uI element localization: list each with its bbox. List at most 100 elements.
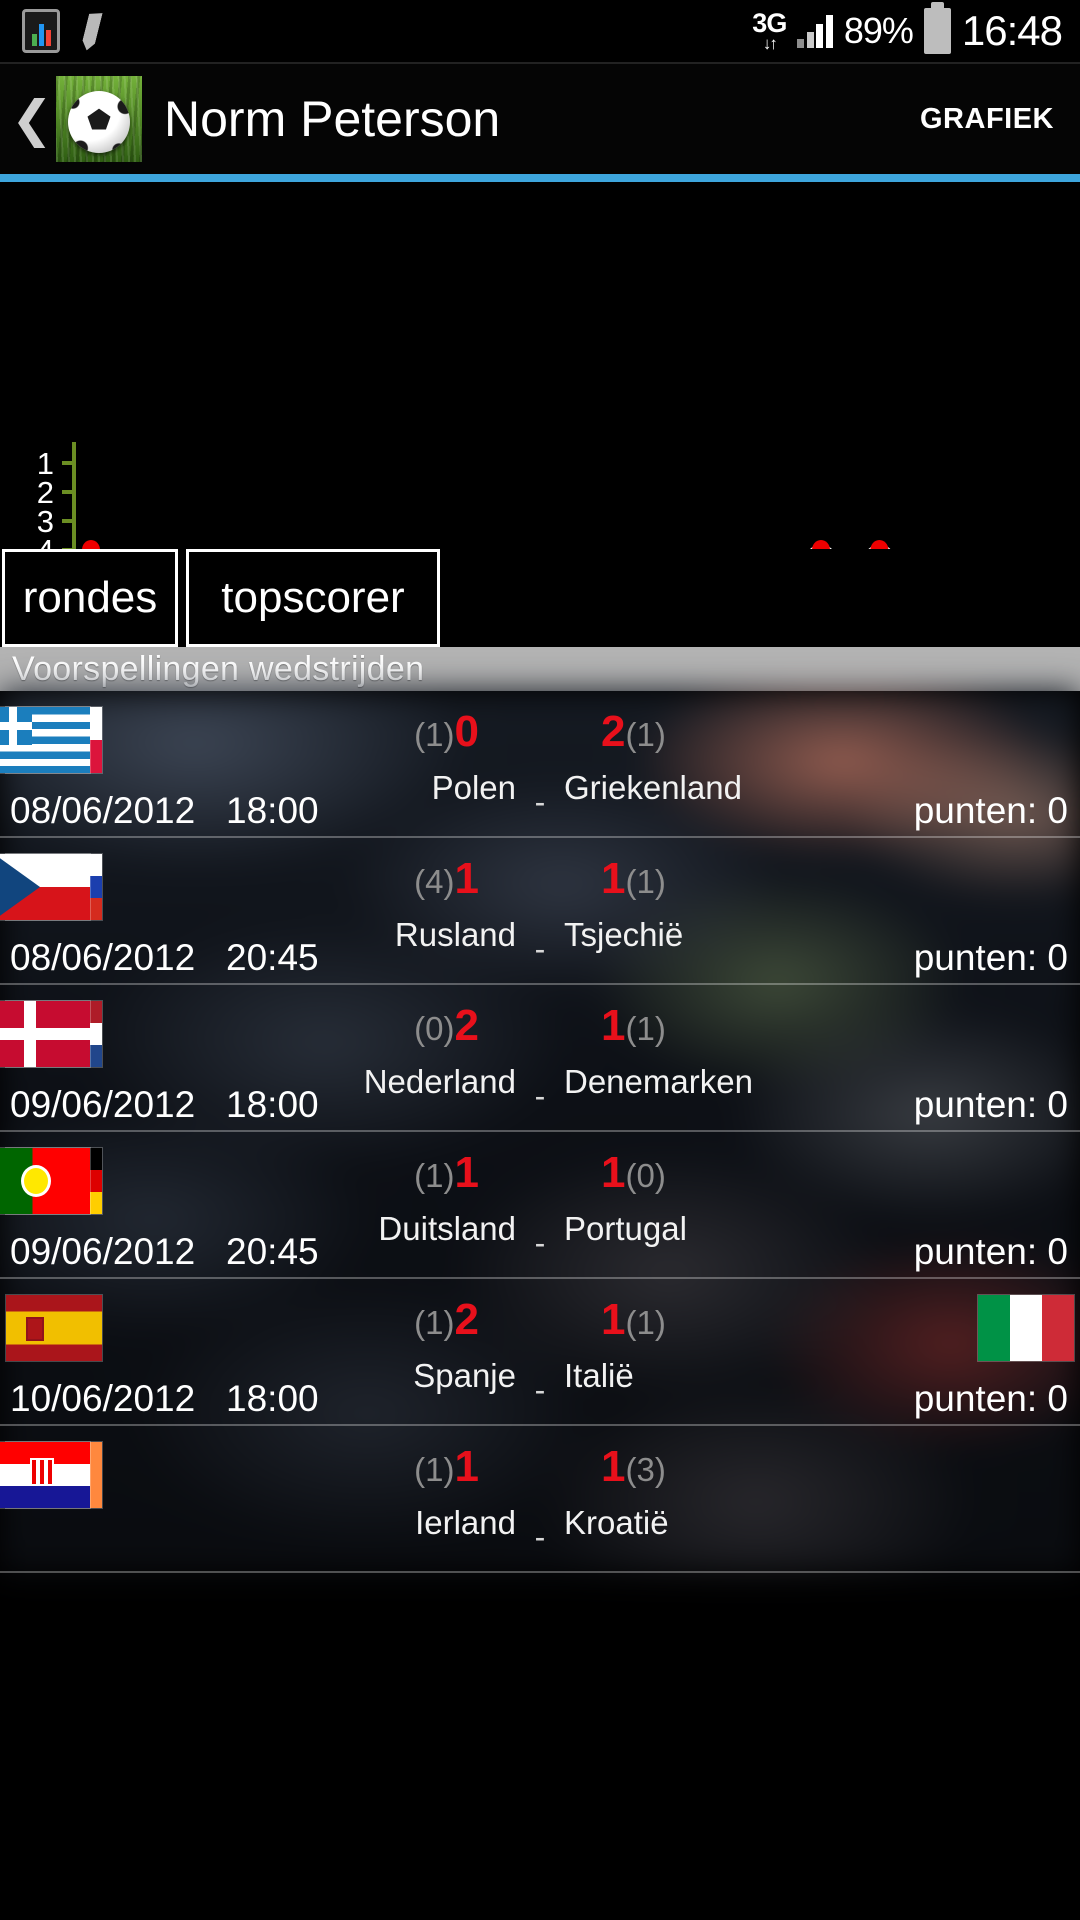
team-names: Ierland - Kroatië <box>0 1504 1080 1555</box>
score-separator: - <box>534 1077 546 1114</box>
team-names: Spanje - Italië <box>0 1357 1080 1408</box>
match-date: 08/06/2012 <box>10 937 196 978</box>
away-prediction: (0) <box>625 1157 666 1194</box>
score-separator: - <box>534 930 546 967</box>
home-team-name: Polen <box>431 769 516 806</box>
y-axis-tick-label: 4 <box>37 533 54 549</box>
chart-data-point <box>870 540 889 549</box>
home-score-group: (4) 1 <box>414 854 479 904</box>
away-score-group: 1 (1) <box>601 1295 666 1345</box>
match-row[interactable]: (4) 1 1 (1) Rusland - Tsjechië 08/06/201… <box>0 838 1080 985</box>
flag-italy <box>978 1295 1074 1361</box>
away-team-name: Denemarken <box>564 1063 753 1100</box>
home-prediction: (1) <box>414 1157 455 1194</box>
flag-czech-republic <box>0 854 90 920</box>
team-names: Nederland - Denemarken <box>0 1063 1080 1114</box>
match-datetime: 09/06/2012 18:00 <box>10 1084 319 1126</box>
tab-topscorer[interactable]: topscorer <box>186 549 440 647</box>
battery-icon <box>923 2 951 54</box>
tab-rondes[interactable]: rondes <box>2 549 178 647</box>
home-score-group: (1) 2 <box>414 1295 479 1345</box>
score-separator: - <box>534 1224 546 1261</box>
match-points: punten: 0 <box>913 1084 1068 1125</box>
home-score-group: (0) 2 <box>414 1001 479 1051</box>
chart-data-point <box>812 540 830 549</box>
home-team-name: Ierland <box>415 1504 516 1541</box>
network-label: 3G <box>752 8 787 38</box>
match-date: 08/06/2012 <box>10 790 196 831</box>
match-datetime: 08/06/2012 20:45 <box>10 937 319 979</box>
match-date: 09/06/2012 <box>10 1231 196 1272</box>
section-header-label: Voorspellingen wedstrijden <box>12 649 425 688</box>
battery-percent: 89% <box>843 10 914 51</box>
away-score-group: 1 (1) <box>601 854 666 904</box>
away-score-group: 1 (3) <box>601 1442 666 1492</box>
score-separator: - <box>534 783 546 820</box>
away-team-name: Kroatië <box>564 1504 669 1541</box>
away-score-group: 1 (0) <box>601 1148 666 1198</box>
match-row[interactable]: (1) 1 1 (0) Duitsland - Portugal 09/06/2… <box>0 1132 1080 1279</box>
away-score-group: 2 (1) <box>601 707 666 757</box>
match-time: 18:00 <box>226 1378 319 1419</box>
match-datetime <box>10 1525 20 1567</box>
home-goals: 2 <box>454 1001 479 1050</box>
match-points: punten: 0 <box>913 937 1068 978</box>
flag-denmark <box>0 1001 90 1067</box>
ranking-line-chart[interactable]: 123456789101112 <box>0 182 1080 549</box>
status-bar-notifications <box>22 9 106 53</box>
match-time: 18:00 <box>226 790 319 831</box>
home-team-name: Spanje <box>413 1357 516 1394</box>
home-prediction: (4) <box>414 863 455 900</box>
match-date: 10/06/2012 <box>10 1378 196 1419</box>
match-time: 20:45 <box>226 1231 319 1272</box>
section-header: Voorspellingen wedstrijden <box>0 647 1080 691</box>
y-axis-tick-label: 2 <box>37 475 54 510</box>
home-goals: 1 <box>454 1442 479 1491</box>
away-goals: 1 <box>601 1148 626 1197</box>
match-predictions-list[interactable]: (1) 0 2 (1) Polen - Griekenland 08/06/20… <box>0 691 1080 1573</box>
score-area: (4) 1 1 (1) <box>0 846 1080 912</box>
y-axis-tick-label: 1 <box>37 446 54 481</box>
flag-croatia <box>0 1442 90 1508</box>
page-title: Norm Peterson <box>164 91 501 147</box>
away-team-name: Portugal <box>564 1210 687 1247</box>
match-points: punten: 0 <box>913 790 1068 831</box>
match-points: punten: 0 <box>913 1231 1068 1272</box>
status-bar-system: 3G ↓↑ 89% 16:48 <box>752 0 1063 62</box>
pencil-icon <box>76 9 106 53</box>
score-area: (1) 1 1 (0) <box>0 1140 1080 1206</box>
clock: 16:48 <box>961 7 1063 54</box>
match-row[interactable]: (1) 1 1 (3) Ierland - Kroatië <box>0 1426 1080 1573</box>
chart-mode-buttons: rondes topscorer <box>0 549 1080 647</box>
away-goals: 1 <box>601 1442 626 1491</box>
away-team-name: Italië <box>564 1357 634 1394</box>
match-row[interactable]: (1) 2 1 (1) Spanje - Italië 10/06/2012 1… <box>0 1279 1080 1426</box>
home-team-name: Nederland <box>363 1063 516 1100</box>
back-chevron-icon[interactable]: ❮ <box>11 90 53 148</box>
home-score-group: (1) 1 <box>414 1148 479 1198</box>
match-points: punten: 0 <box>913 1378 1068 1419</box>
away-prediction: (1) <box>625 863 666 900</box>
away-goals: 2 <box>601 707 626 756</box>
match-row[interactable]: (1) 0 2 (1) Polen - Griekenland 08/06/20… <box>0 691 1080 838</box>
score-area: (1) 2 1 (1) <box>0 1287 1080 1353</box>
y-axis-tick-label: 3 <box>37 504 54 539</box>
match-row[interactable]: (0) 2 1 (1) Nederland - Denemarken 09/06… <box>0 985 1080 1132</box>
grafiek-button[interactable]: GRAFIEK <box>920 102 1054 135</box>
home-goals: 1 <box>454 854 479 903</box>
home-team-name: Rusland <box>394 916 516 953</box>
status-bar: 3G ↓↑ 89% 16:48 <box>0 0 1080 62</box>
away-goals: 1 <box>601 854 626 903</box>
home-goals: 2 <box>454 1295 479 1344</box>
team-names: Duitsland - Portugal <box>0 1210 1080 1261</box>
chart-widget-icon <box>22 9 60 53</box>
soccer-ball-on-grass-icon <box>56 76 142 162</box>
chart-canvas: 123456789101112 <box>37 442 891 549</box>
score-area: (1) 0 2 (1) <box>0 699 1080 765</box>
home-score-group: (1) 1 <box>414 1442 479 1492</box>
home-goals: 0 <box>454 707 479 756</box>
signal-strength-icon <box>797 14 833 48</box>
away-prediction: (3) <box>625 1451 666 1488</box>
network-arrows: ↓↑ <box>762 34 778 53</box>
team-names: Rusland - Tsjechië <box>0 916 1080 967</box>
